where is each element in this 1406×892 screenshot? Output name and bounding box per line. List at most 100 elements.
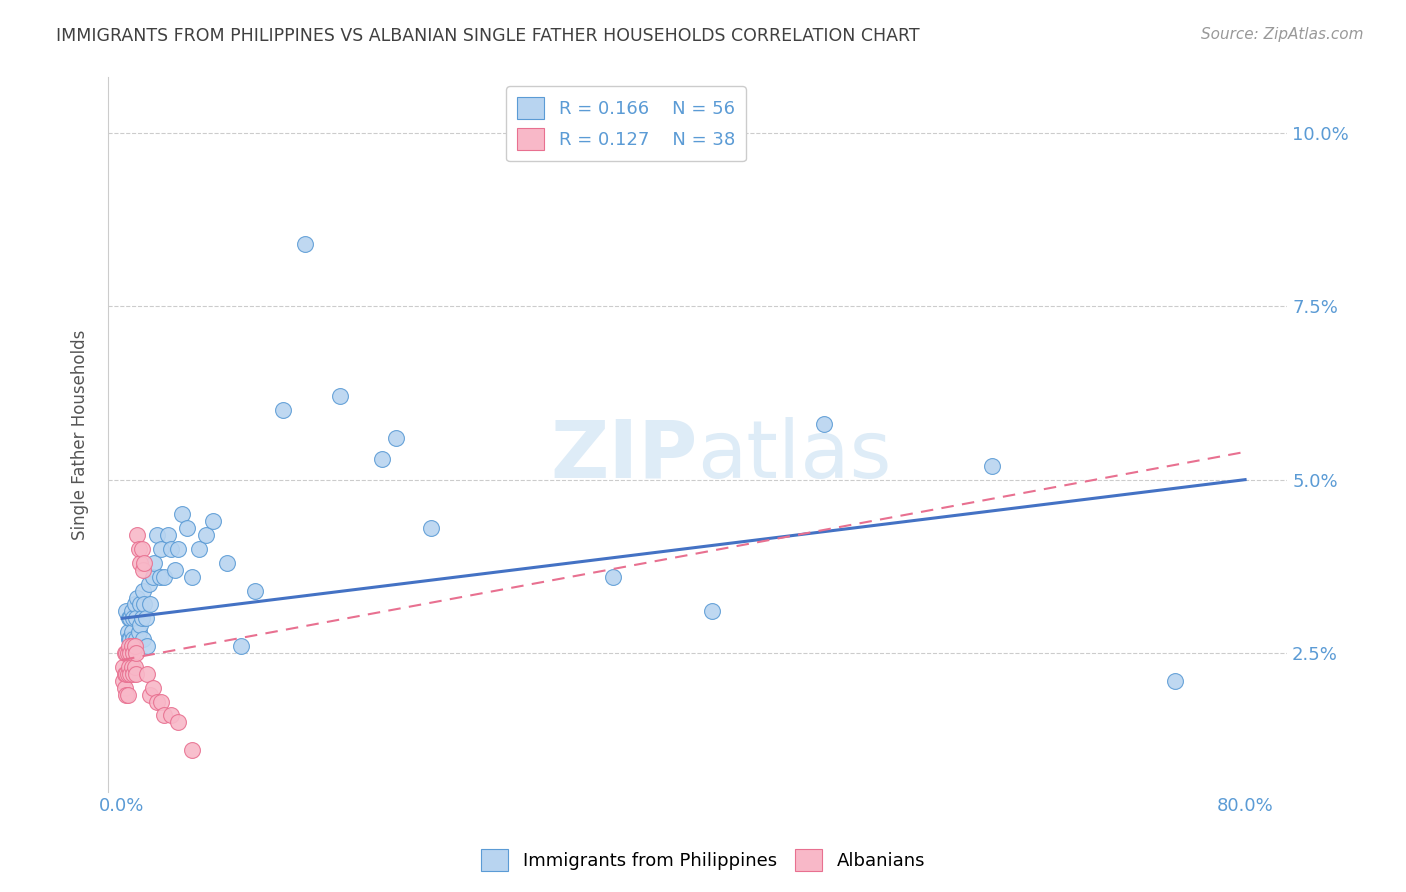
Point	[142, 570, 165, 584]
Point	[602, 570, 624, 584]
Text: Source: ZipAtlas.com: Source: ZipAtlas.com	[1201, 27, 1364, 42]
Point	[117, 625, 139, 640]
Point	[124, 639, 146, 653]
Point	[129, 618, 152, 632]
Point	[115, 604, 138, 618]
Point	[129, 598, 152, 612]
Point	[134, 598, 156, 612]
Point	[146, 694, 169, 708]
Point	[188, 541, 211, 556]
Point	[112, 673, 135, 688]
Point	[129, 556, 152, 570]
Point	[128, 541, 150, 556]
Point	[217, 556, 239, 570]
Point	[142, 681, 165, 695]
Point	[1164, 673, 1187, 688]
Point	[165, 563, 187, 577]
Point	[138, 576, 160, 591]
Point	[132, 563, 155, 577]
Point	[117, 688, 139, 702]
Point	[160, 541, 183, 556]
Point	[115, 666, 138, 681]
Point	[384, 431, 406, 445]
Point	[134, 556, 156, 570]
Point	[118, 632, 141, 647]
Point	[139, 688, 162, 702]
Point	[149, 570, 172, 584]
Point	[231, 639, 253, 653]
Point	[329, 389, 352, 403]
Point	[121, 604, 143, 618]
Point	[118, 639, 141, 653]
Point	[181, 570, 204, 584]
Point	[167, 541, 190, 556]
Point	[294, 236, 316, 251]
Point	[124, 639, 146, 653]
Point	[128, 625, 150, 640]
Point	[153, 570, 176, 584]
Point	[120, 646, 142, 660]
Point	[157, 528, 180, 542]
Point	[245, 583, 267, 598]
Point	[139, 598, 162, 612]
Point	[121, 660, 143, 674]
Point	[136, 639, 159, 653]
Point	[135, 611, 157, 625]
Point	[150, 541, 173, 556]
Point	[120, 632, 142, 647]
Point	[143, 556, 166, 570]
Point	[121, 625, 143, 640]
Point	[114, 666, 136, 681]
Point	[181, 743, 204, 757]
Point	[122, 611, 145, 625]
Point	[273, 403, 295, 417]
Point	[120, 666, 142, 681]
Text: ZIP: ZIP	[550, 417, 697, 495]
Point	[146, 528, 169, 542]
Point	[202, 514, 225, 528]
Point	[125, 611, 148, 625]
Point	[981, 458, 1004, 473]
Point	[125, 632, 148, 647]
Point	[127, 591, 149, 605]
Point	[122, 646, 145, 660]
Text: atlas: atlas	[697, 417, 891, 495]
Point	[125, 646, 148, 660]
Point	[176, 521, 198, 535]
Y-axis label: Single Father Households: Single Father Households	[72, 329, 89, 540]
Point	[127, 528, 149, 542]
Point	[153, 708, 176, 723]
Point	[132, 632, 155, 647]
Point	[124, 660, 146, 674]
Point	[700, 604, 723, 618]
Point	[120, 611, 142, 625]
Point	[115, 646, 138, 660]
Point	[160, 708, 183, 723]
Point	[172, 508, 194, 522]
Point	[371, 451, 394, 466]
Point	[131, 541, 153, 556]
Point	[118, 660, 141, 674]
Point	[117, 666, 139, 681]
Point	[121, 639, 143, 653]
Point	[131, 611, 153, 625]
Point	[114, 681, 136, 695]
Point	[150, 694, 173, 708]
Point	[419, 521, 441, 535]
Point	[118, 611, 141, 625]
Point	[122, 632, 145, 647]
Point	[195, 528, 218, 542]
Point	[114, 646, 136, 660]
Point	[112, 660, 135, 674]
Legend: R = 0.166    N = 56, R = 0.127    N = 38: R = 0.166 N = 56, R = 0.127 N = 38	[506, 87, 745, 161]
Point	[167, 715, 190, 730]
Point	[124, 598, 146, 612]
Point	[115, 688, 138, 702]
Legend: Immigrants from Philippines, Albanians: Immigrants from Philippines, Albanians	[474, 842, 932, 879]
Point	[813, 417, 835, 432]
Point	[136, 666, 159, 681]
Point	[117, 646, 139, 660]
Point	[132, 583, 155, 598]
Point	[125, 666, 148, 681]
Text: IMMIGRANTS FROM PHILIPPINES VS ALBANIAN SINGLE FATHER HOUSEHOLDS CORRELATION CHA: IMMIGRANTS FROM PHILIPPINES VS ALBANIAN …	[56, 27, 920, 45]
